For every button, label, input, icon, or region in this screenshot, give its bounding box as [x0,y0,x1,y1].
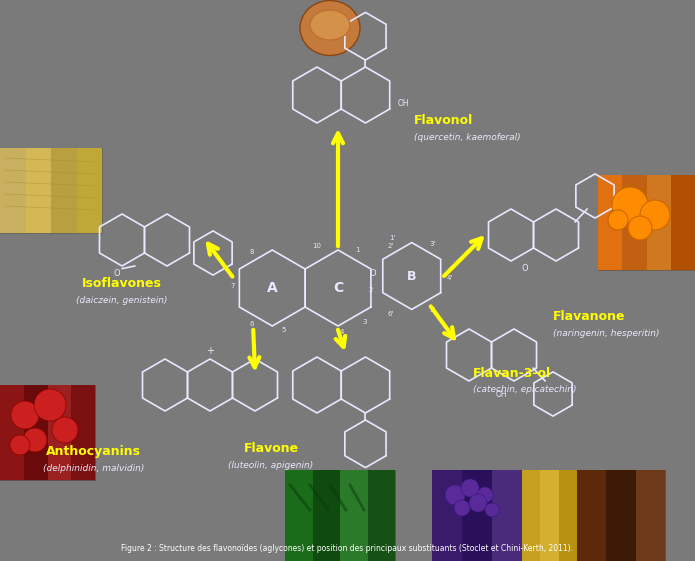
Circle shape [612,187,648,223]
Circle shape [485,503,499,517]
Bar [636,470,665,561]
Bar [432,470,522,561]
Circle shape [477,487,493,503]
Bar [622,175,646,270]
Bar [285,470,395,561]
Bar [577,470,606,561]
Text: +: + [206,346,214,356]
Text: 5': 5' [430,307,436,313]
Text: (daiczein, genistein): (daiczein, genistein) [76,296,167,305]
Bar [462,470,492,561]
Text: 1: 1 [354,247,359,253]
Bar [24,385,47,480]
Text: (luteolin, apigenin): (luteolin, apigenin) [229,461,313,470]
Circle shape [461,479,479,497]
Bar [492,470,522,561]
Bar [0,148,26,233]
Text: (catechin, epicatechin): (catechin, epicatechin) [473,385,576,394]
Bar [606,470,636,561]
Circle shape [34,389,66,421]
Bar [646,175,671,270]
Text: Figure 2 : Structure des flavonoïdes (aglycones) et position des principaux subs: Figure 2 : Structure des flavonoïdes (ag… [121,544,573,553]
Circle shape [454,500,470,516]
Bar [522,470,540,561]
Text: 4': 4' [447,275,453,281]
Text: Flavonol: Flavonol [414,114,473,127]
Text: 4: 4 [340,329,344,335]
Text: C: C [333,281,343,295]
Ellipse shape [310,10,350,40]
Circle shape [11,401,39,429]
Bar [559,470,577,561]
Bar [0,148,102,233]
Bar [522,470,577,561]
Text: (naringenin, hesperitin): (naringenin, hesperitin) [553,329,659,338]
Text: 2: 2 [368,287,373,293]
Bar [285,470,313,561]
Circle shape [23,428,47,452]
Bar [598,175,622,270]
Text: 6: 6 [249,321,254,327]
Text: (delphinidin, malvidin): (delphinidin, malvidin) [43,464,145,473]
Text: Flavone: Flavone [243,442,299,456]
Circle shape [52,417,78,443]
Circle shape [10,435,30,455]
Text: OH: OH [398,99,409,108]
Text: 3': 3' [430,241,436,247]
Bar [598,175,695,270]
Bar [0,385,95,480]
Circle shape [445,485,465,505]
Text: B: B [407,269,416,283]
Ellipse shape [300,1,360,56]
Text: Flavan-3-ol: Flavan-3-ol [473,366,550,380]
Bar [671,175,695,270]
Bar [313,470,340,561]
Bar [540,470,559,561]
Text: 8: 8 [249,249,254,255]
Text: O: O [113,269,120,278]
Text: OH: OH [495,389,507,398]
Text: Isoflavones: Isoflavones [82,277,161,290]
Bar [340,470,368,561]
Text: O: O [370,269,376,278]
Bar [0,385,24,480]
Bar [432,470,462,561]
Bar [51,148,76,233]
Bar [76,148,102,233]
Circle shape [608,210,628,230]
Circle shape [640,200,670,230]
Text: O: O [521,264,528,273]
Text: A: A [267,281,277,295]
Text: 5: 5 [281,327,286,333]
Bar [368,470,395,561]
Bar [26,148,51,233]
Circle shape [469,494,487,512]
Text: 7: 7 [230,283,235,289]
Text: Anthocyanins: Anthocyanins [47,445,141,458]
Bar [72,385,95,480]
Text: 10: 10 [313,243,322,249]
Text: 6': 6' [388,311,394,317]
Text: Flavanone: Flavanone [553,310,625,324]
Bar [47,385,72,480]
Text: (quercetin, kaemoferal): (quercetin, kaemoferal) [414,133,520,142]
Circle shape [628,216,652,240]
Bar [577,470,665,561]
Text: 1': 1' [390,235,396,241]
Text: 2': 2' [388,242,394,249]
Text: 3: 3 [362,319,367,325]
